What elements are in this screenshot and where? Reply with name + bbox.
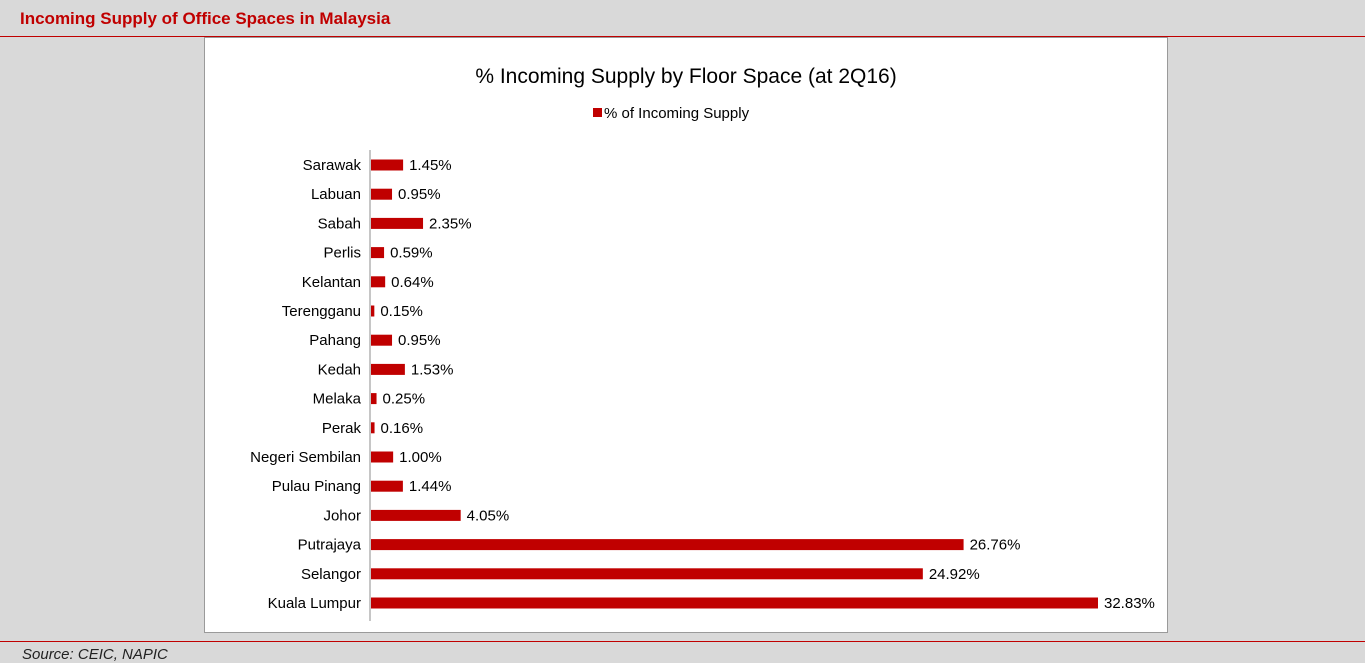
category-label: Putrajaya: [298, 537, 362, 554]
legend-swatch: [593, 108, 602, 117]
chart-panel: % Incoming Supply by Floor Space (at 2Q1…: [204, 37, 1168, 633]
bar: [371, 247, 385, 259]
category-label: Sarawak: [303, 157, 362, 174]
chart-title: % Incoming Supply by Floor Space (at 2Q1…: [475, 65, 896, 88]
data-label: 0.95%: [398, 332, 441, 349]
category-label: Perak: [322, 420, 362, 437]
data-label: 2.35%: [429, 215, 472, 232]
bar: [371, 363, 405, 375]
y-axis-labels: Sarawak Labuan Sabah Perlis Kelantan Terengga…: [250, 157, 362, 612]
footer-bar: Source: CEIC, NAPIC: [0, 641, 1365, 663]
bar: [371, 480, 403, 492]
bar: [371, 159, 404, 171]
data-label: 0.25%: [383, 391, 426, 408]
data-label: 0.59%: [390, 245, 433, 262]
data-label: 24.92%: [929, 566, 980, 583]
data-label: 1.44%: [409, 478, 452, 495]
data-label: 0.95%: [398, 186, 441, 203]
category-label: Perlis: [323, 245, 361, 262]
bar: [371, 305, 375, 317]
category-label: Selangor: [301, 566, 361, 583]
bars: [371, 159, 1098, 609]
data-label: 1.53%: [411, 361, 454, 378]
category-label: Negeri Sembilan: [250, 449, 361, 466]
bar: [371, 217, 424, 229]
category-label: Labuan: [311, 186, 361, 203]
category-label: Kelantan: [302, 274, 361, 291]
data-label: 0.15%: [380, 303, 423, 320]
category-label: Kedah: [318, 361, 361, 378]
data-label: 1.00%: [399, 449, 442, 466]
bar: [371, 509, 461, 521]
bar: [371, 188, 393, 200]
data-labels: 1.45% 0.95% 2.35% 0.59% 0.64% 0.15% 0.95% 1.53%…: [380, 157, 1155, 612]
data-label: 0.64%: [391, 274, 434, 291]
category-label: Kuala Lumpur: [268, 595, 361, 612]
category-label: Sabah: [318, 215, 361, 232]
bar: [371, 334, 393, 346]
bar-chart: % Incoming Supply by Floor Space (at 2Q1…: [250, 65, 1155, 621]
source-note: Source: CEIC, NAPIC: [22, 646, 168, 663]
category-label: Melaka: [313, 391, 362, 408]
bar: [371, 422, 375, 434]
data-label: 26.76%: [970, 537, 1021, 554]
data-label: 1.45%: [409, 157, 452, 174]
category-label: Pahang: [309, 332, 361, 349]
bar: [371, 568, 923, 580]
legend: % of Incoming Supply: [593, 105, 750, 122]
header-bar: Incoming Supply of Office Spaces in Mala…: [0, 0, 1365, 37]
bar: [371, 539, 964, 551]
data-label: 0.16%: [381, 420, 424, 437]
legend-label: % of Incoming Supply: [604, 105, 750, 122]
data-label: 32.83%: [1104, 595, 1155, 612]
bar: [371, 276, 386, 288]
bar: [371, 451, 394, 463]
bar: [371, 597, 1098, 609]
category-label: Terengganu: [282, 303, 361, 320]
data-label: 4.05%: [467, 507, 510, 524]
category-label: Johor: [323, 507, 361, 524]
page-title: Incoming Supply of Office Spaces in Mala…: [20, 9, 391, 28]
bar: [371, 393, 377, 405]
category-label: Pulau Pinang: [272, 478, 361, 495]
